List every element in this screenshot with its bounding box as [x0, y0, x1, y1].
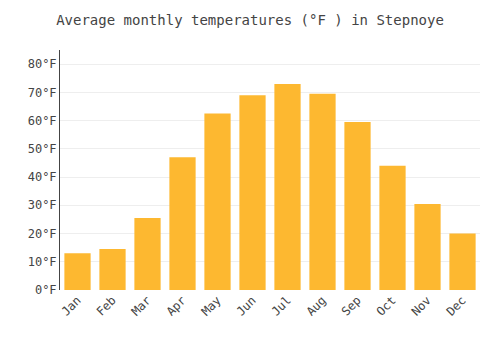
svg-text:May: May	[199, 293, 224, 318]
svg-text:60°F: 60°F	[28, 114, 57, 128]
svg-text:50°F: 50°F	[28, 142, 57, 156]
svg-text:Jan: Jan	[59, 293, 84, 318]
svg-text:80°F: 80°F	[28, 57, 57, 71]
svg-text:Apr: Apr	[164, 293, 189, 318]
svg-text:Jun: Jun	[234, 293, 259, 318]
svg-text:70°F: 70°F	[28, 86, 57, 100]
svg-text:Jul: Jul	[269, 293, 294, 318]
svg-text:Oct: Oct	[374, 293, 399, 318]
svg-text:10°F: 10°F	[28, 255, 57, 269]
svg-text:Dec: Dec	[444, 293, 469, 318]
svg-text:40°F: 40°F	[28, 170, 57, 184]
svg-text:Mar: Mar	[129, 293, 154, 318]
svg-text:30°F: 30°F	[28, 198, 57, 212]
svg-text:Sep: Sep	[339, 293, 364, 318]
svg-text:Aug: Aug	[304, 293, 329, 318]
svg-text:Feb: Feb	[94, 293, 119, 318]
svg-text:0°F: 0°F	[35, 283, 57, 297]
svg-text:Average monthly temperatures (: Average monthly temperatures (°F ) in St…	[56, 12, 444, 28]
svg-text:Nov: Nov	[409, 293, 434, 318]
svg-text:20°F: 20°F	[28, 227, 57, 241]
